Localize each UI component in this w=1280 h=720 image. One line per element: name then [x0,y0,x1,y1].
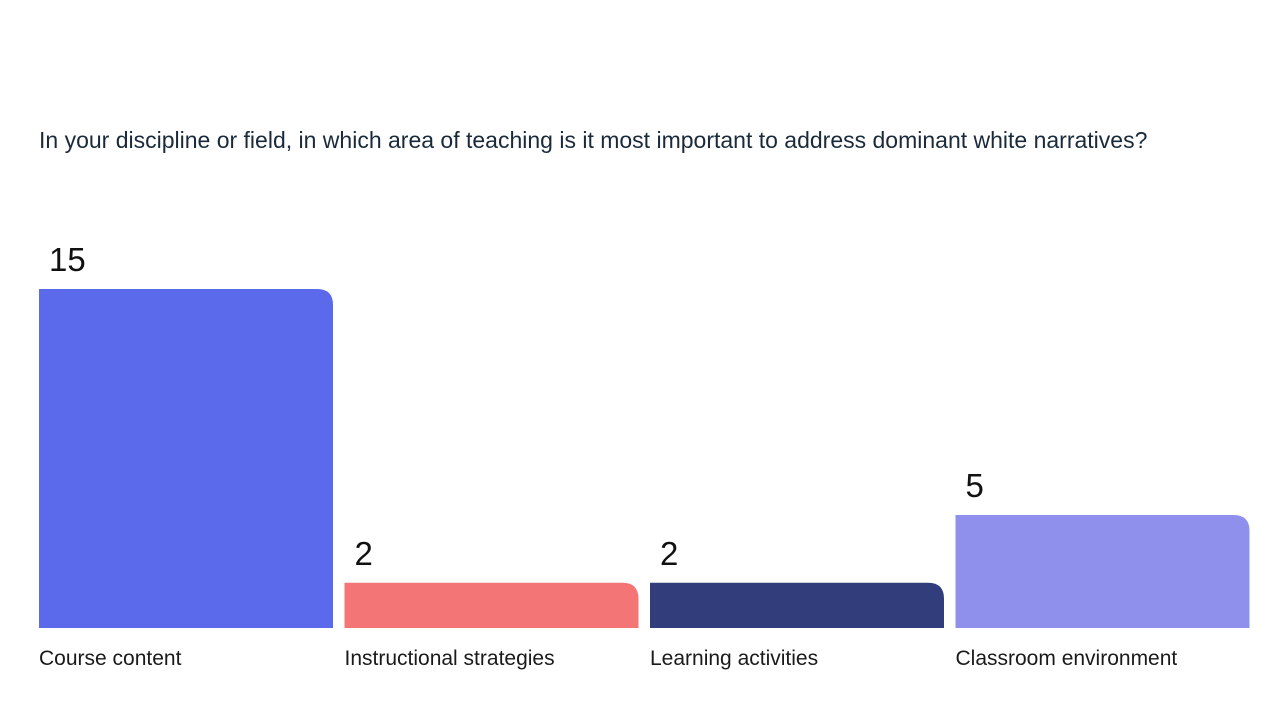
bar-instructional-strategies [344,582,639,628]
category-label: Learning activities [650,647,818,670]
category-label: Instructional strategies [345,647,555,670]
bar-value-label: 5 [966,467,984,504]
bar-value-label: 2 [355,535,373,572]
bar-learning-activities [650,582,944,628]
category-label: Course content [39,647,182,670]
bar-value-label: 15 [49,241,86,278]
category-label: Classroom environment [956,647,1178,670]
bar-course-content [39,289,333,628]
bar-classroom-environment [955,515,1250,628]
bar-value-label: 2 [660,535,678,572]
question-title: In your discipline or field, in which ar… [39,127,1148,153]
